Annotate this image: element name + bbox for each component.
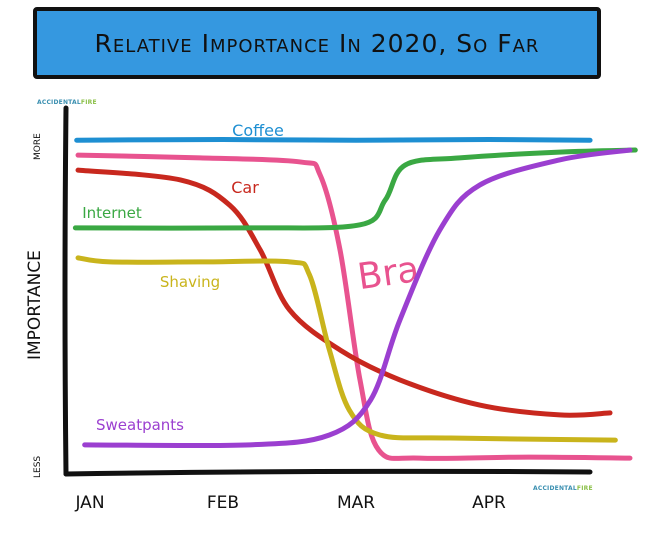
series-label-car: Car bbox=[231, 178, 259, 197]
series-label-sweatpants: Sweatpants bbox=[96, 416, 184, 434]
x-tick-label-apr: APR bbox=[472, 493, 506, 513]
y-tick-less: LESS bbox=[33, 456, 43, 478]
x-axis bbox=[63, 468, 593, 477]
watermark-bottom: ACCIDENTALFIRE bbox=[533, 485, 593, 492]
series-line-car bbox=[75, 167, 613, 418]
series-line-sweatpants bbox=[82, 147, 633, 449]
watermark-part1: ACCIDENTAL bbox=[533, 485, 577, 492]
series-line-bra bbox=[75, 152, 633, 461]
title-banner: Relative Importance In 2020, So Far bbox=[33, 7, 601, 79]
series-label-shaving: Shaving bbox=[160, 273, 220, 291]
series-label-internet: Internet bbox=[82, 204, 142, 222]
y-tick-more: MORE bbox=[33, 133, 43, 160]
series-line-internet bbox=[72, 147, 638, 231]
x-tick-label-mar: MAR bbox=[337, 493, 375, 513]
watermark-part1: ACCIDENTAL bbox=[37, 99, 81, 106]
watermark-part2: FIRE bbox=[80, 99, 97, 106]
x-tick-label-jan: JAN bbox=[74, 493, 104, 513]
series-line-shaving bbox=[75, 255, 618, 443]
watermark-part2: FIRE bbox=[576, 485, 593, 492]
chart-title: Relative Importance In 2020, So Far bbox=[94, 28, 540, 58]
series-line-coffee bbox=[74, 137, 593, 143]
y-axis-label: IMPORTANCE bbox=[25, 250, 45, 360]
x-tick-label-feb: FEB bbox=[207, 493, 239, 513]
y-axis bbox=[62, 105, 69, 477]
watermark-top: ACCIDENTALFIRE bbox=[37, 99, 97, 106]
series-label-coffee: Coffee bbox=[232, 121, 284, 140]
